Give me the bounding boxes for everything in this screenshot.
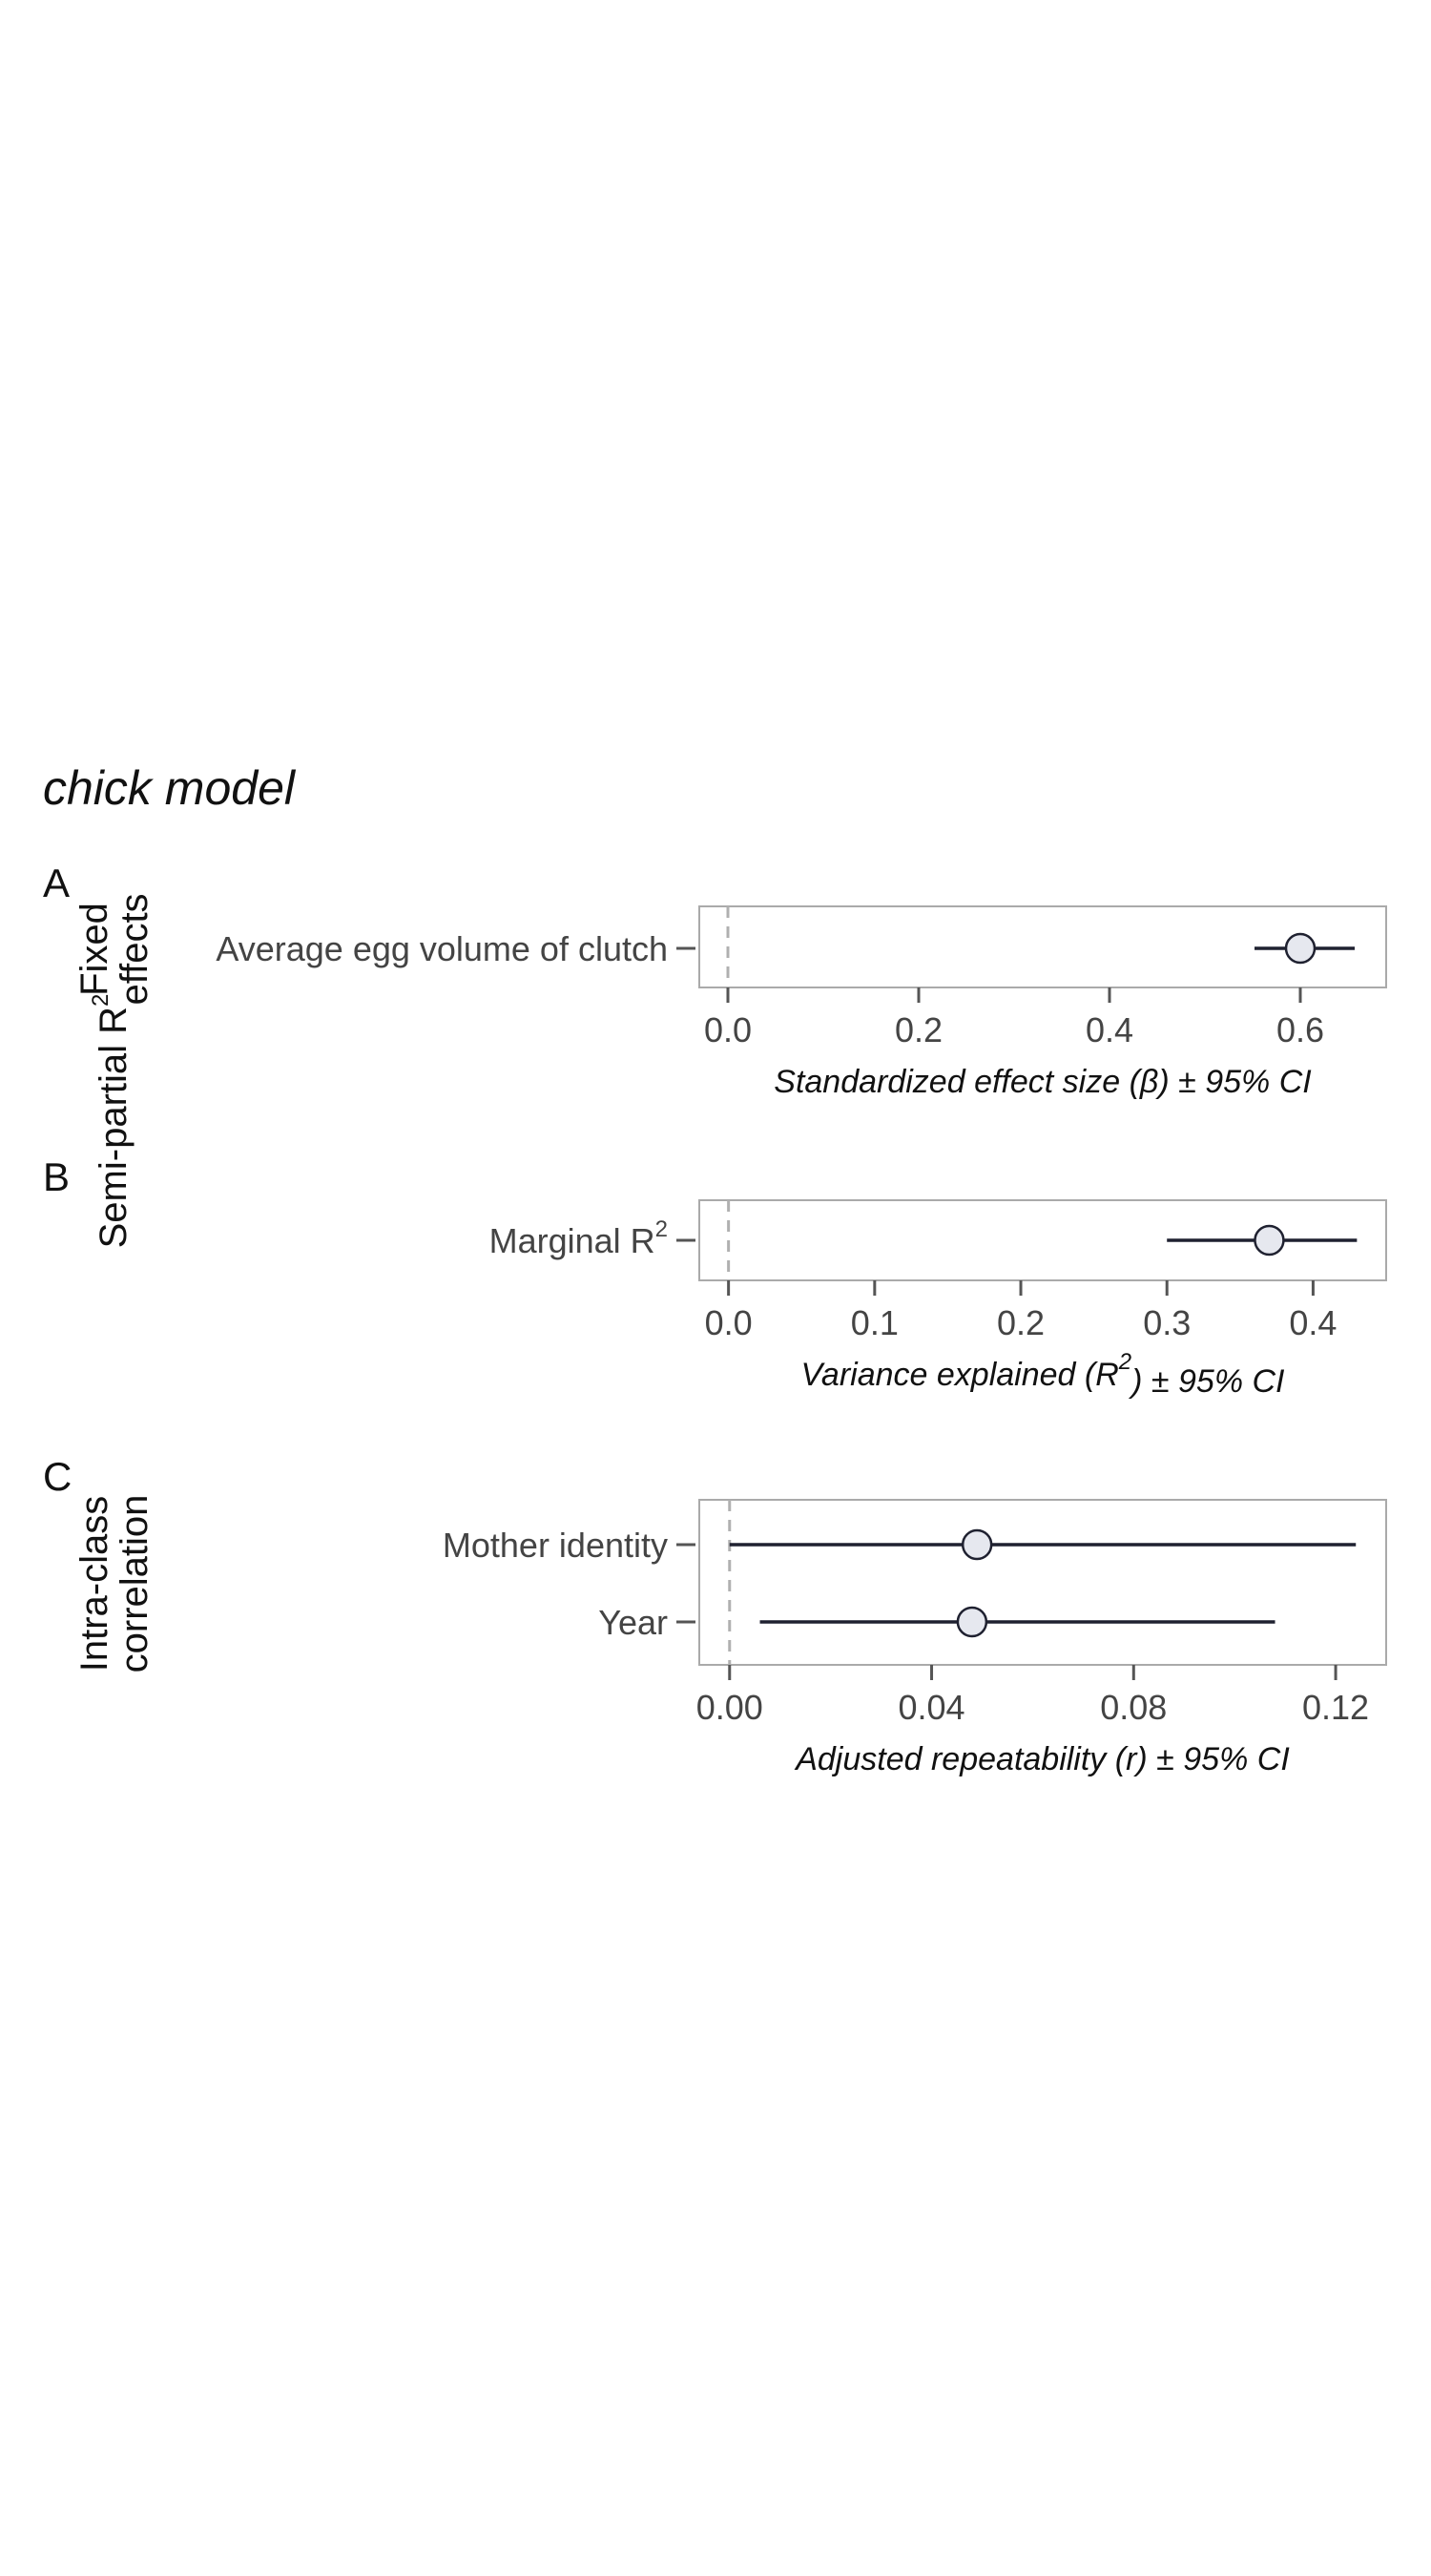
point-estimate bbox=[956, 1606, 988, 1638]
row-label: Year bbox=[598, 1603, 668, 1642]
x-axis-title-text: Variance explained (R bbox=[801, 1357, 1119, 1393]
panel-b-semi-partial-r2: B Semi-partial R20.0 0.1 0.2 0.3 0.4Variance … bbox=[43, 994, 1387, 1400]
point-estimate bbox=[1284, 932, 1317, 965]
facet-label-line: Fixed bbox=[73, 903, 115, 996]
x-tick-label: 0.04 bbox=[898, 1688, 964, 1727]
point-estimate bbox=[1254, 1224, 1285, 1257]
x-tick-label: 0.08 bbox=[1100, 1688, 1167, 1727]
panel-letter: A bbox=[43, 861, 70, 905]
x-axis-title-superscript: 2 bbox=[1118, 1349, 1131, 1375]
facet-label: Fixedeffects bbox=[73, 893, 156, 1005]
row-label-text: Year bbox=[598, 1603, 668, 1642]
row-label-text: Marginal R bbox=[489, 1221, 655, 1260]
facet-label: Semi-partial R2 bbox=[88, 994, 135, 1249]
panel-letter: C bbox=[43, 1454, 72, 1499]
x-tick-label: 0.0 bbox=[705, 1303, 753, 1342]
facet-label-line: Semi-partial R bbox=[93, 1007, 135, 1248]
x-tick-label: 0.1 bbox=[851, 1303, 899, 1342]
row-label: Marginal R2 bbox=[489, 1216, 668, 1260]
x-tick-label: 0.2 bbox=[895, 1010, 943, 1049]
x-axis-title: Variance explained (R2) ± 95% CI bbox=[801, 1349, 1286, 1400]
facet-label: Intra-classcorrelation bbox=[73, 1495, 156, 1673]
x-tick-label: 0.4 bbox=[1289, 1303, 1337, 1342]
row-label: Mother identity bbox=[443, 1526, 668, 1565]
x-tick-label: 0.0 bbox=[704, 1010, 752, 1049]
x-tick-label: 0.3 bbox=[1143, 1303, 1191, 1342]
panel-letter: B bbox=[43, 1154, 70, 1199]
x-tick-label: 0.00 bbox=[696, 1688, 763, 1727]
row-label-superscript: 2 bbox=[655, 1216, 668, 1242]
x-tick-label: 0.12 bbox=[1302, 1688, 1369, 1727]
facet-label-superscript: 2 bbox=[88, 994, 114, 1007]
panel-border bbox=[698, 1499, 1387, 1666]
row-label: Average egg volume of clutch bbox=[216, 929, 668, 968]
point-estimate bbox=[961, 1528, 993, 1561]
x-tick-label: 0.6 bbox=[1276, 1010, 1324, 1049]
chart-title: chick model bbox=[43, 761, 297, 815]
facet-label-line: effects bbox=[114, 893, 156, 1005]
x-tick-label: 0.4 bbox=[1086, 1010, 1133, 1049]
panel-border bbox=[698, 905, 1387, 988]
x-axis-title-text: Standardized effect size (β) ± 95% CI bbox=[774, 1064, 1312, 1100]
panel-border bbox=[698, 1199, 1387, 1281]
facet-label-line: Intra-class bbox=[73, 1496, 115, 1672]
x-axis-title-text: Adjusted repeatability (r) ± 95% CI bbox=[794, 1741, 1290, 1777]
row-label-text: Average egg volume of clutch bbox=[216, 929, 668, 968]
x-axis-title: Adjusted repeatability (r) ± 95% CI bbox=[794, 1741, 1290, 1777]
x-axis-title: Standardized effect size (β) ± 95% CI bbox=[774, 1064, 1312, 1100]
x-tick-label: 0.2 bbox=[997, 1303, 1045, 1342]
facet-label-line: correlation bbox=[114, 1495, 156, 1673]
row-label-text: Mother identity bbox=[443, 1526, 668, 1565]
x-axis-title-tail: ) ± 95% CI bbox=[1128, 1363, 1285, 1400]
